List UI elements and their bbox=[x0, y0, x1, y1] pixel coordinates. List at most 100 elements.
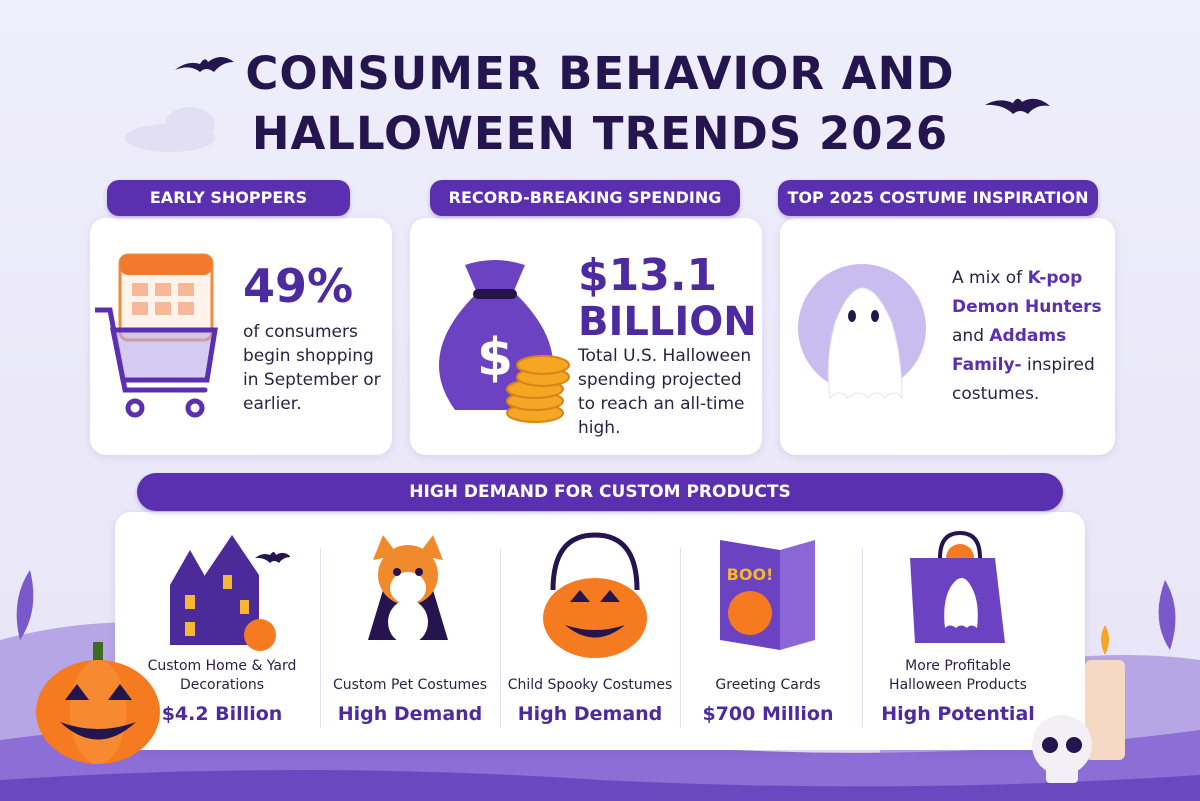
pumpkin-bucket-icon-part-part bbox=[565, 625, 625, 638]
card-text: of consumers begin shopping in September… bbox=[243, 322, 381, 414]
separator bbox=[862, 548, 863, 728]
section-header: HIGH DEMAND FOR CUSTOM PRODUCTS bbox=[137, 473, 1063, 511]
pumpkin-bucket-icon-part-part bbox=[570, 590, 590, 602]
cart bbox=[95, 307, 218, 418]
bag-part bbox=[465, 260, 525, 293]
ghost-part bbox=[827, 287, 903, 400]
product-label: Custom Home & Yard Decorations bbox=[147, 658, 297, 693]
skull-part bbox=[1032, 715, 1092, 775]
ghost bbox=[827, 287, 903, 400]
text-part: and bbox=[952, 326, 984, 346]
skull-part bbox=[1066, 737, 1082, 753]
calendar-part-part bbox=[132, 302, 148, 315]
pumpkin-bucket-icon-part bbox=[550, 532, 640, 591]
card-header: EARLY SHOPPERS bbox=[107, 180, 350, 216]
calendar-part-part bbox=[132, 283, 148, 296]
jack-o-lantern-part-part bbox=[60, 722, 136, 740]
product-item: More Profitable Halloween Products High P… bbox=[873, 655, 1043, 725]
pumpkin-bucket-icon bbox=[543, 532, 647, 658]
corgi-icon-part bbox=[415, 568, 423, 576]
bag-part bbox=[473, 289, 517, 299]
skull-part bbox=[1046, 765, 1078, 783]
candle-part bbox=[1085, 660, 1125, 760]
candle-part bbox=[1101, 625, 1109, 655]
cloud-part bbox=[165, 107, 215, 143]
stat: $13.1 bbox=[578, 250, 718, 301]
title-line: CONSUMER BEHAVIOR AND bbox=[245, 47, 955, 100]
product-item: Greeting Cards $700 Million bbox=[683, 655, 853, 725]
house-icon-part-part bbox=[240, 600, 249, 614]
product-label: More Profitable Halloween Products bbox=[889, 658, 1027, 693]
corgi-icon-part bbox=[388, 600, 428, 644]
jack-o-lantern-part-part bbox=[65, 684, 89, 700]
corgi-icon-part bbox=[390, 572, 426, 604]
calendar-cart-icon bbox=[95, 253, 218, 418]
card-text: Total U.S. Halloween spending projected … bbox=[578, 346, 752, 438]
skull-part bbox=[1042, 737, 1058, 753]
text-part: A mix of bbox=[952, 268, 1023, 288]
greeting-card-icon-part: BOO! bbox=[727, 565, 774, 584]
ghost-icon bbox=[798, 264, 926, 400]
coins-part bbox=[516, 355, 570, 375]
jack-o-lantern-part bbox=[60, 684, 136, 740]
house-icon bbox=[170, 535, 290, 651]
cart-part bbox=[109, 327, 218, 383]
gift-bag-icon bbox=[910, 530, 1005, 643]
calendar-part-part bbox=[178, 283, 194, 296]
product-label: Greeting Cards bbox=[715, 677, 821, 693]
cart-part bbox=[185, 398, 205, 418]
calendar bbox=[118, 253, 214, 342]
card-header: TOP 2025 COSTUME INSPIRATION bbox=[778, 180, 1098, 216]
product-value: $4.2 Billion bbox=[161, 703, 283, 725]
bat bbox=[985, 98, 1050, 114]
product-value: High Demand bbox=[337, 703, 483, 725]
pumpkin-bucket-icon-part-part bbox=[600, 590, 620, 602]
calendar-part bbox=[120, 255, 212, 275]
house-icon-part bbox=[185, 575, 249, 636]
product-item: Custom Pet Costumes High Demand bbox=[325, 655, 495, 725]
card-header: RECORD-BREAKING SPENDING bbox=[430, 180, 740, 216]
house-icon-part bbox=[244, 619, 276, 651]
jack-o-lantern bbox=[36, 642, 160, 764]
highlight: K-pop Demon Hunters bbox=[952, 268, 1102, 317]
pumpkin-bucket-icon-part bbox=[543, 578, 647, 658]
highlight: Addams Family- bbox=[952, 326, 1067, 375]
separator bbox=[680, 548, 681, 728]
jack-o-lantern-part bbox=[70, 660, 126, 764]
product-value: High Demand bbox=[517, 703, 663, 725]
stat: 49% bbox=[243, 259, 354, 313]
product-label: Custom Pet Costumes bbox=[332, 677, 488, 693]
house-icon-part-part bbox=[223, 575, 232, 589]
house-icon-part-part bbox=[185, 622, 195, 636]
separator bbox=[320, 548, 321, 728]
pumpkin-bucket-icon-part bbox=[565, 590, 625, 638]
title: CONSUMER BEHAVIOR AND HALLOWEEN TRENDS 2… bbox=[0, 44, 1200, 164]
gift-bag-icon-part bbox=[944, 578, 978, 628]
house-icon-part bbox=[255, 552, 290, 563]
skull bbox=[1032, 715, 1092, 783]
calendar-part-part bbox=[155, 283, 171, 296]
bat-part bbox=[175, 57, 234, 72]
ghost-part bbox=[848, 310, 856, 322]
leaves bbox=[16, 570, 1176, 650]
candle bbox=[1085, 625, 1125, 760]
leaves-part bbox=[16, 570, 34, 640]
corgi-icon bbox=[368, 535, 448, 644]
card-text: A mix of K-pop Demon Hunters and Addams … bbox=[952, 264, 1117, 409]
calendar-part-part bbox=[178, 302, 194, 315]
title-line: HALLOWEEN TRENDS 2026 bbox=[251, 107, 949, 160]
greeting-card-icon: BOO! bbox=[720, 540, 815, 650]
greeting-card-icon-part bbox=[728, 591, 772, 635]
product-label: Child Spooky Costumes bbox=[507, 677, 673, 693]
product-value: High Potential bbox=[881, 703, 1035, 725]
cloud bbox=[125, 107, 215, 152]
house-icon-part-part bbox=[185, 595, 195, 609]
coins bbox=[506, 355, 570, 423]
cart-part bbox=[125, 398, 145, 418]
product-value: $700 Million bbox=[702, 703, 834, 725]
hills-part bbox=[0, 770, 1200, 801]
product-item: Child Spooky Costumes High Demand bbox=[505, 655, 675, 725]
product-item: Custom Home & Yard Decorations $4.2 Billi… bbox=[137, 655, 307, 725]
